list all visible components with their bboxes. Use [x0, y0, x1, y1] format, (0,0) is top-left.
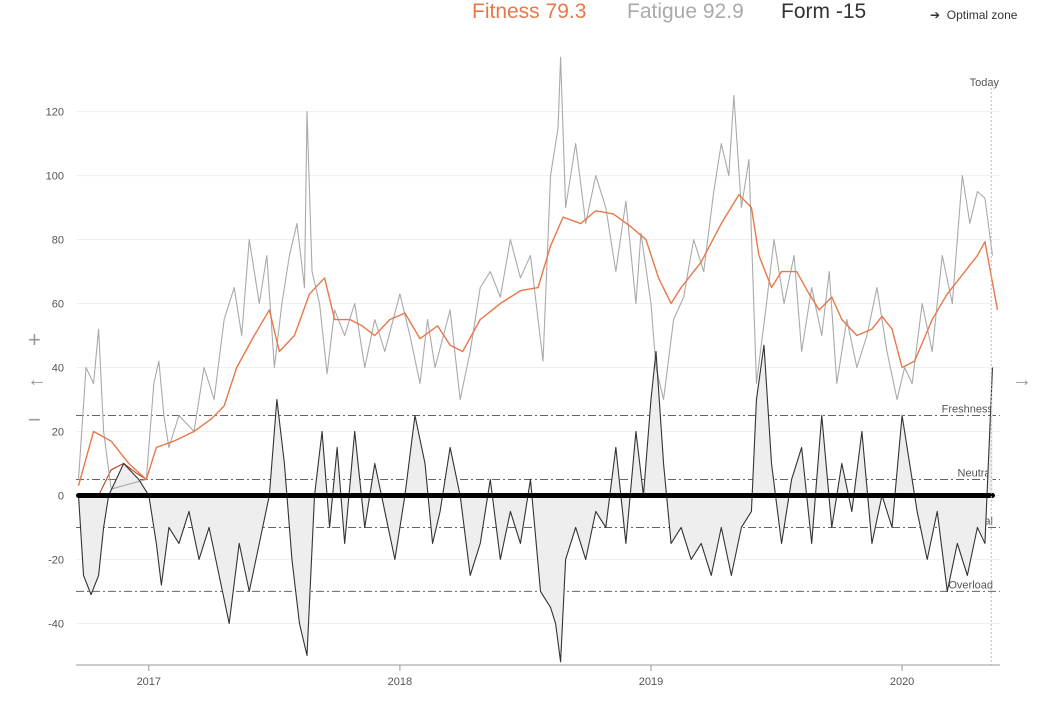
form-line	[77, 344, 994, 663]
metrics-header: Fitness 79.3 Fatigue 92.9 Form -15 ➔ Opt…	[0, 0, 1042, 34]
y-tick-label: 120	[46, 107, 64, 119]
x-tick-label: 2020	[890, 676, 914, 688]
zone-lines: FreshnessNeutralOptimalOverload	[76, 403, 1000, 592]
y-tick-label: 20	[52, 426, 64, 438]
optimal-zone-label: Optimal zone	[946, 8, 1018, 22]
fitness-line	[77, 194, 999, 487]
y-tick-label: 0	[58, 490, 64, 502]
y-tick-label: 60	[52, 299, 64, 311]
optimal-zone-link[interactable]: ➔ Optimal zone	[930, 8, 1017, 22]
x-tick-label: 2019	[639, 676, 663, 688]
fatigue-value: Fatigue 92.9	[627, 0, 744, 23]
zoom-out-button[interactable]: −	[28, 407, 41, 432]
x-tick-label: 2018	[388, 676, 412, 688]
y-tick-label: -40	[48, 618, 64, 630]
form-value: Form -15	[781, 0, 867, 23]
y-tick-label: 80	[52, 235, 64, 247]
y-tick-label: -20	[48, 554, 64, 566]
today-label: Today	[970, 77, 1000, 89]
zone-label: Neutral	[958, 467, 993, 479]
zone-label: Freshness	[942, 403, 994, 415]
x-tick-label: 2017	[137, 676, 161, 688]
form-area	[78, 345, 993, 662]
arrow-right-icon: ➔	[930, 8, 941, 22]
fitness-value: Fitness 79.3	[472, 0, 587, 23]
y-tick-label: 40	[52, 363, 64, 375]
y-tick-label: 100	[46, 171, 64, 183]
pan-right-button[interactable]: →	[1012, 369, 1032, 391]
chart-axes: 120 100 80 60 40 20 0 -20 -40 Today 2017 2018 2019 20…	[46, 77, 1000, 688]
pan-left-button[interactable]: ←	[27, 369, 47, 391]
fatigue-line	[77, 56, 994, 490]
chart-series	[76, 56, 999, 663]
zone-label: Overload	[948, 579, 993, 591]
zoom-in-button[interactable]: +	[28, 327, 41, 352]
